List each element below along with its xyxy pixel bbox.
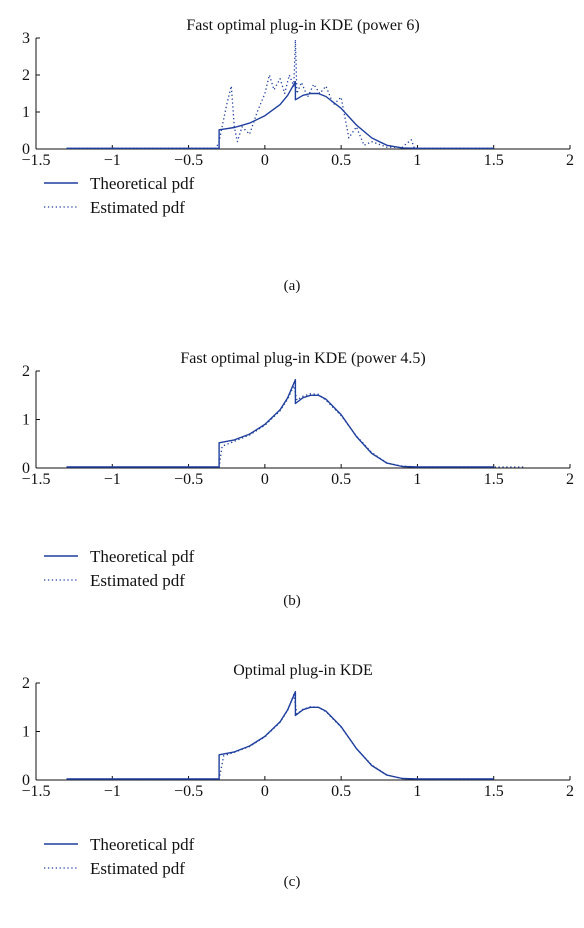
y-tick-label: 2 [22,363,30,380]
x-tick-label: 2 [566,152,574,169]
estimated-pdf-line [66,693,494,780]
chart-title: Optimal plug-in KDE [233,662,373,679]
x-tick-label: 1.5 [484,152,504,169]
x-tick-label: −1.5 [21,471,50,488]
x-tick-label: 1.5 [484,783,504,800]
x-tick-label: −0.5 [174,152,203,169]
y-tick-label: 0 [22,772,30,789]
x-tick-label: −1 [104,783,121,800]
x-tick-label: 0 [261,783,269,800]
x-tick-label: 2 [566,783,574,800]
x-tick-label: 0.5 [331,152,351,169]
legend-label-estimated: Estimated pdf [90,859,185,878]
estimated-pdf-line [66,384,525,468]
x-tick-label: 0 [261,471,269,488]
panel-caption: (b) [283,593,301,609]
theoretical-pdf-line [66,691,494,780]
x-tick-label: 1 [413,471,421,488]
theoretical-pdf-line [66,80,494,150]
legend-label-estimated: Estimated pdf [90,198,185,217]
y-tick-label: 3 [22,30,30,47]
legend: Theoretical pdf Estimated pdf [44,835,195,878]
y-tick-label: 2 [22,675,30,692]
x-tick-label: −1 [104,471,121,488]
x-tick-label: 1.5 [484,471,504,488]
y-tick-label: 0 [22,141,30,158]
y-tick-label: 1 [22,412,30,429]
panel-caption: (a) [284,278,301,294]
x-tick-label: −1.5 [21,783,50,800]
chart-title: Fast optimal plug-in KDE (power 4.5) [180,350,425,367]
x-tick-label: −0.5 [174,471,203,488]
x-tick-label: 1 [413,783,421,800]
x-tick-label: −1.5 [21,152,50,169]
chart-panel-2: Fast optimal plug-in KDE (power 4.5) −1.5… [21,350,574,609]
panel-caption: (c) [284,874,301,890]
y-tick-label: 0 [22,460,30,477]
theoretical-pdf-line [66,379,494,468]
legend: Theoretical pdf Estimated pdf [44,547,195,590]
y-tick-label: 1 [22,724,30,741]
legend-label-theoretical: Theoretical pdf [90,835,195,854]
estimated-pdf-line [66,39,494,149]
x-tick-label: 0 [261,152,269,169]
x-tick-label: 0.5 [331,783,351,800]
x-tick-label: 1 [413,152,421,169]
chart-title: Fast optimal plug-in KDE (power 6) [186,17,419,34]
legend-label-theoretical: Theoretical pdf [90,174,195,193]
chart-panel-3: Optimal plug-in KDE −1.5 −1 −0.5 0 0.5 1 1.5 2 0 1… [21,662,574,890]
x-tick-label: 2 [566,471,574,488]
x-tick-label: 0.5 [331,471,351,488]
chart-panel-1: Fast optimal plug-in KDE (power 6) −1.5 −1… [21,17,574,294]
legend-label-theoretical: Theoretical pdf [90,547,195,566]
y-tick-label: 2 [22,67,30,84]
x-tick-label: −1 [104,152,121,169]
y-tick-label: 1 [22,104,30,121]
legend: Theoretical pdf Estimated pdf [44,174,195,217]
legend-label-estimated: Estimated pdf [90,571,185,590]
x-tick-label: −0.5 [174,783,203,800]
